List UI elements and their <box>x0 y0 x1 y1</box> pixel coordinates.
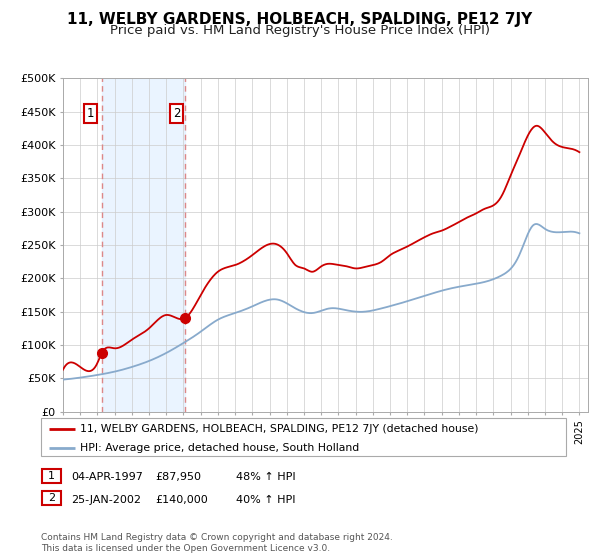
Text: HPI: Average price, detached house, South Holland: HPI: Average price, detached house, Sout… <box>80 444 359 454</box>
Text: 25-JAN-2002: 25-JAN-2002 <box>71 494 141 505</box>
Text: £140,000: £140,000 <box>155 494 208 505</box>
Bar <box>102 78 185 412</box>
Text: £87,950: £87,950 <box>155 472 201 482</box>
Text: 2: 2 <box>173 107 181 120</box>
Text: 1: 1 <box>87 107 94 120</box>
Text: Contains HM Land Registry data © Crown copyright and database right 2024.
This d: Contains HM Land Registry data © Crown c… <box>41 533 392 553</box>
Text: 11, WELBY GARDENS, HOLBEACH, SPALDING, PE12 7JY (detached house): 11, WELBY GARDENS, HOLBEACH, SPALDING, P… <box>80 424 479 435</box>
Text: 04-APR-1997: 04-APR-1997 <box>71 472 143 482</box>
Text: 1: 1 <box>48 471 55 481</box>
Text: 40% ↑ HPI: 40% ↑ HPI <box>236 494 295 505</box>
Text: 2: 2 <box>48 493 55 503</box>
Text: 11, WELBY GARDENS, HOLBEACH, SPALDING, PE12 7JY: 11, WELBY GARDENS, HOLBEACH, SPALDING, P… <box>67 12 533 27</box>
Text: Price paid vs. HM Land Registry's House Price Index (HPI): Price paid vs. HM Land Registry's House … <box>110 24 490 37</box>
Text: 48% ↑ HPI: 48% ↑ HPI <box>236 472 295 482</box>
